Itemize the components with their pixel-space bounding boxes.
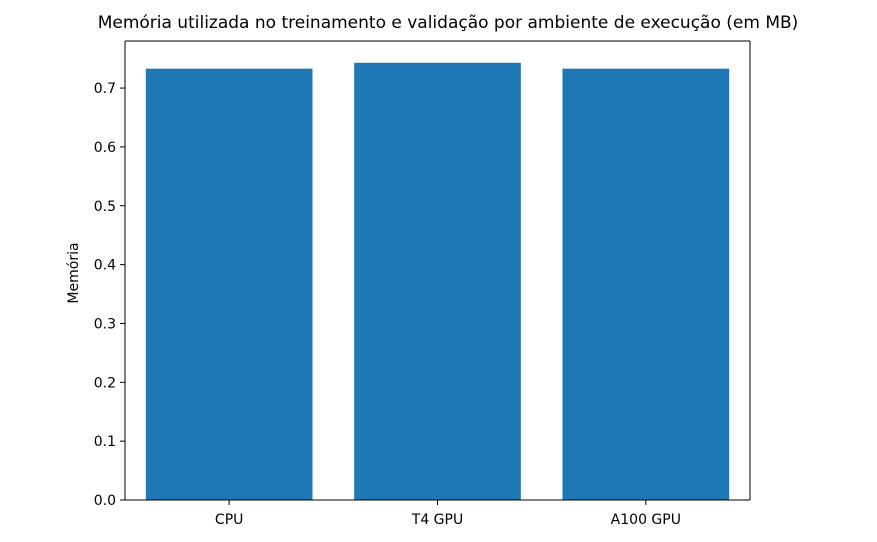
y-tick-label: 0.1 [94, 434, 116, 450]
bar-a100-gpu [562, 68, 730, 501]
x-tick-label: CPU [215, 512, 243, 528]
bar-cpu [145, 68, 313, 501]
x-axis-ticks: CPU T4 GPU A100 GPU [215, 500, 681, 528]
y-axis-ticks: 0.0 0.1 0.2 0.3 0.4 0.5 0.6 0.7 [94, 81, 125, 509]
bar-t4-gpu [354, 62, 521, 501]
y-tick-label: 0.3 [94, 316, 116, 332]
x-tick-label: T4 GPU [411, 512, 463, 528]
y-tick-label: 0.6 [94, 140, 116, 156]
plot-frame [124, 40, 751, 501]
bars-layer [145, 62, 730, 501]
y-tick-label: 0.0 [94, 493, 116, 509]
x-tick-label: A100 GPU [611, 512, 681, 528]
y-tick-label: 0.7 [94, 81, 116, 97]
y-tick-label: 0.2 [94, 375, 116, 391]
y-axis-label: Memória [66, 242, 82, 303]
chart-title: Memória utilizada no treinamento e valid… [98, 13, 799, 33]
y-tick-label: 0.5 [94, 199, 116, 215]
y-tick-label: 0.4 [94, 258, 116, 274]
